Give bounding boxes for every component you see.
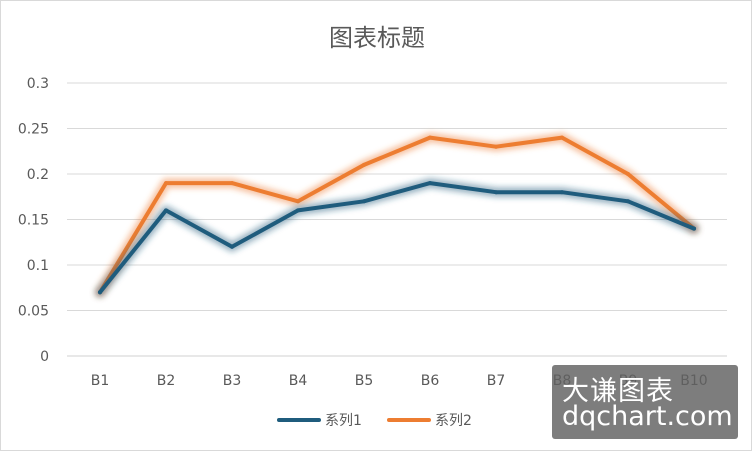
watermark-line2: dqchart.com [562,401,733,432]
y-tick-label: 0.15 [18,213,49,229]
x-tick-label: B6 [421,373,440,389]
x-tick-label: B7 [487,373,506,389]
data-point [296,199,300,204]
x-tick-label: B1 [91,373,110,389]
data-point [494,144,498,149]
data-point [560,190,564,195]
x-tick-label: B3 [223,373,242,389]
x-tick-label: B4 [289,373,308,389]
data-point [362,162,366,167]
x-tick-label: B2 [157,373,176,389]
data-point [626,172,630,176]
data-point [626,199,630,204]
y-tick-label: 0.3 [27,76,49,92]
y-tick-label: 0.2 [27,167,49,183]
data-point [98,290,102,295]
legend-label-2: 系列2 [435,413,472,429]
data-point [428,135,432,140]
watermark-line1: 大谦图表 [562,376,674,407]
series-line-1 [98,181,696,295]
y-tick-label: 0.25 [18,122,49,138]
data-point [164,208,168,213]
data-point [164,181,168,186]
legend-label-1: 系列1 [325,413,362,429]
data-point [296,208,300,213]
data-point [428,181,432,186]
x-tick-label: B5 [355,373,374,389]
y-tick-label: 0.1 [27,258,49,274]
data-point [230,181,234,186]
y-tick-label: 0.05 [18,304,49,320]
data-point [692,226,696,231]
data-point [560,135,564,140]
chart-title: 图表标题 [329,24,425,52]
data-point [362,199,366,204]
y-tick-label: 0 [40,349,49,365]
watermark: 大谦图表 dqchart.com [552,365,738,439]
series-line-2 [98,135,696,295]
data-point [230,244,234,249]
data-point [494,190,498,195]
